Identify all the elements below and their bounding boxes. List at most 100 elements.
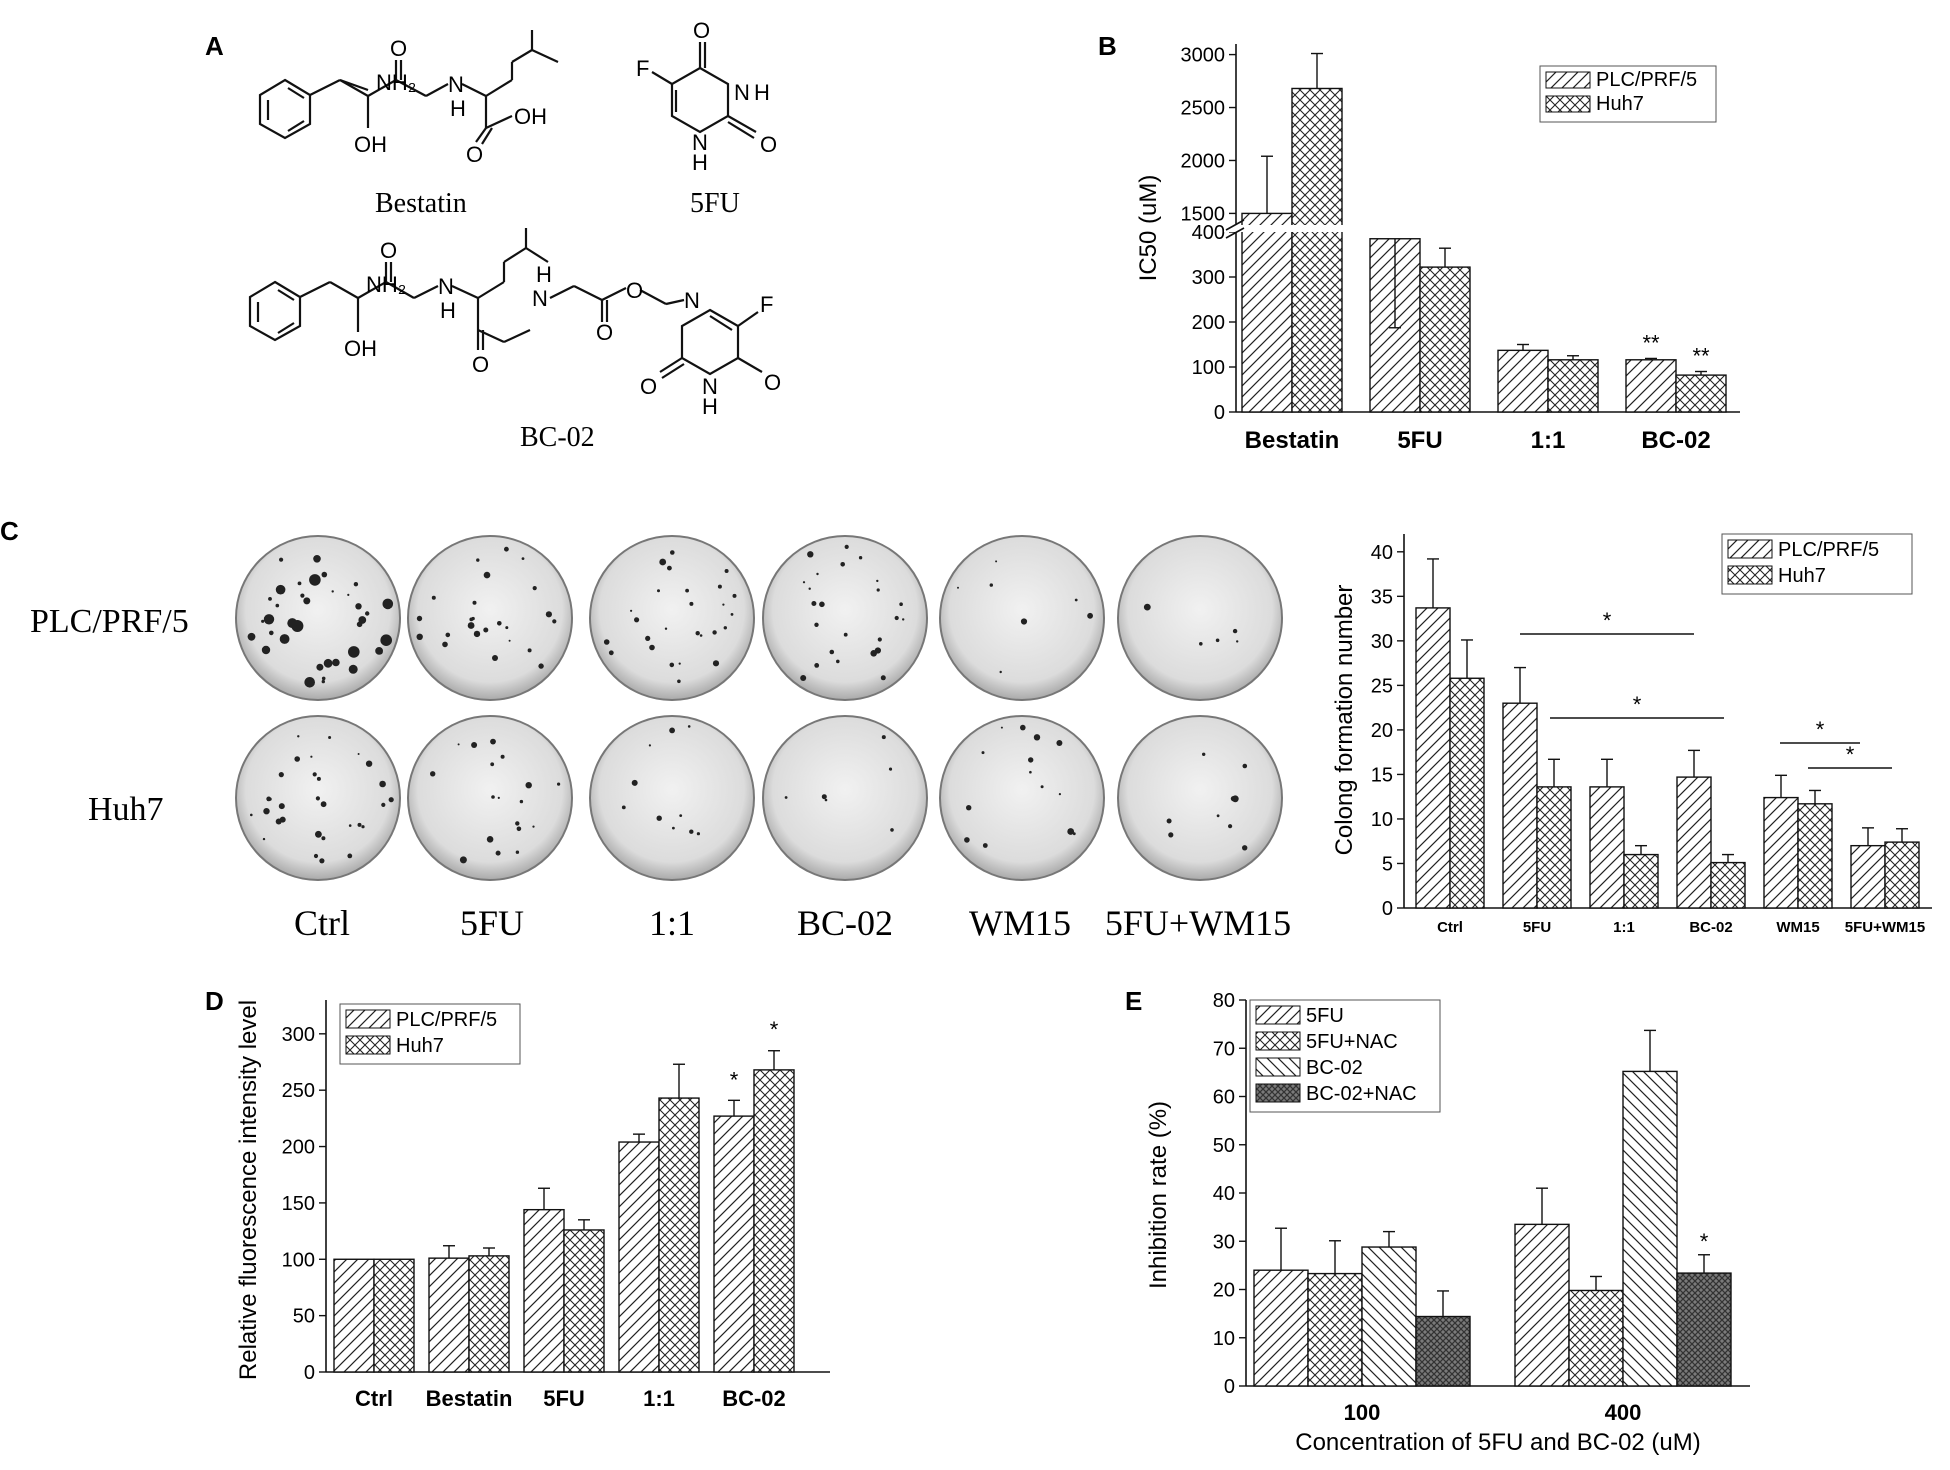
bc02-oh: OH xyxy=(344,336,377,361)
colony-dot xyxy=(457,743,460,746)
colony-dot xyxy=(316,663,324,671)
colony-dot xyxy=(689,601,694,606)
y-tick-label: 0 xyxy=(304,1362,315,1384)
colony-dot xyxy=(312,772,317,777)
colony-dot xyxy=(504,546,509,552)
colony-dot xyxy=(1199,642,1203,646)
x-tick-label: 5FU xyxy=(543,1386,585,1411)
colony-dot xyxy=(262,837,266,841)
y-tick-label: 20 xyxy=(1371,720,1393,742)
bestatin-name: Bestatin xyxy=(375,188,467,219)
x-tick-label: BC-02 xyxy=(1689,919,1732,936)
y-tick-label: 25 xyxy=(1371,675,1393,697)
structure-bestatin xyxy=(258,30,559,145)
colony-dot xyxy=(388,797,394,803)
colony-dot xyxy=(679,814,683,817)
colony-dot xyxy=(467,622,475,629)
bestatin-nh: H xyxy=(450,96,466,121)
colony-dot xyxy=(516,826,522,832)
colony-dot xyxy=(1231,795,1239,803)
colony-dot xyxy=(989,583,993,587)
y-tick-label: 40 xyxy=(1213,1183,1235,1205)
significance-marker: ** xyxy=(1642,330,1660,355)
colony-dot xyxy=(490,738,496,745)
colony-dot xyxy=(1215,638,1220,643)
colony-plate xyxy=(939,535,1105,701)
bar xyxy=(618,1141,660,1373)
significance-marker: * xyxy=(1700,1229,1709,1254)
x-tick-label: Ctrl xyxy=(1437,919,1463,936)
bc02-n1: N xyxy=(438,274,454,299)
bestatin-atom-o: O xyxy=(390,36,407,61)
colony-dot xyxy=(670,550,675,555)
bar xyxy=(1676,1272,1732,1387)
y-tick-label: 30 xyxy=(1213,1231,1235,1253)
legend-label: 5FU+NAC xyxy=(1306,1031,1398,1053)
colony-dot xyxy=(1072,832,1076,836)
colony-dot xyxy=(268,597,272,601)
colony-dot xyxy=(381,802,386,808)
5fu-atom-o-right: O xyxy=(760,132,777,157)
colony-dot xyxy=(1168,832,1174,838)
bc02-f: F xyxy=(760,292,773,317)
colony-dot xyxy=(515,821,520,826)
colony-dot xyxy=(1242,845,1248,851)
bar xyxy=(1415,1315,1471,1387)
bar xyxy=(658,1097,700,1373)
y-tick-label: 50 xyxy=(293,1306,315,1328)
y-tick-label: 35 xyxy=(1371,586,1393,608)
colony-dot xyxy=(964,837,970,843)
y-axis-title: Relative fluorescence intensity level xyxy=(235,1000,262,1380)
y-tick-label: 100 xyxy=(282,1249,315,1271)
colony-dot xyxy=(659,558,667,566)
5fu-name: 5FU xyxy=(690,188,740,219)
bar xyxy=(1415,607,1451,909)
colony-dot xyxy=(1056,740,1063,746)
colony-dot xyxy=(279,557,284,562)
bar xyxy=(1497,349,1549,413)
axis-break-gap xyxy=(1224,225,1434,232)
colony-dot xyxy=(278,803,285,810)
significance-marker: * xyxy=(1633,692,1642,717)
colony-dot xyxy=(348,646,360,658)
colony-dot xyxy=(431,595,436,600)
colony-dot xyxy=(491,795,495,799)
colony-dot xyxy=(321,676,326,681)
bar xyxy=(1675,374,1727,413)
colony-dot xyxy=(416,615,423,622)
colony-dot xyxy=(519,799,524,804)
bar xyxy=(1797,803,1833,909)
colony-dot xyxy=(966,805,972,811)
x-tick-label: 1:1 xyxy=(643,1386,675,1411)
bar xyxy=(1291,87,1343,413)
bar xyxy=(1241,212,1293,413)
y-tick-label: 2000 xyxy=(1181,150,1226,172)
colony-dot xyxy=(732,593,737,598)
colony-dot xyxy=(669,662,675,668)
legend-swatch xyxy=(1727,565,1773,585)
legend-label: PLC/PRF/5 xyxy=(1596,69,1697,91)
legend-swatch xyxy=(1545,71,1591,89)
colony-dot xyxy=(657,589,660,593)
colony-dot xyxy=(316,776,321,781)
colony-dot xyxy=(309,574,321,586)
y-tick-label: 250 xyxy=(282,1080,315,1102)
colony-dot xyxy=(894,615,899,621)
colony-dot xyxy=(816,572,819,576)
colony-dot xyxy=(696,832,701,836)
panel-label-e: E xyxy=(1125,986,1142,1016)
colony-dot xyxy=(844,544,849,550)
colony-dot xyxy=(899,602,903,606)
bar xyxy=(1568,1289,1624,1387)
y-tick-label: 0 xyxy=(1214,402,1225,424)
colony-dot xyxy=(876,579,879,583)
colony-dot xyxy=(348,824,352,827)
5fu-h2: H xyxy=(692,150,708,175)
bar xyxy=(1502,702,1538,909)
axis-break-mark xyxy=(1225,219,1245,231)
y-tick-label: 10 xyxy=(1213,1328,1235,1350)
colony-dot xyxy=(379,780,386,788)
colony-dot xyxy=(247,632,256,641)
